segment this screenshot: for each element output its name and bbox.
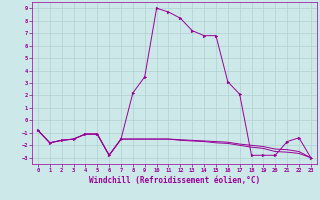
X-axis label: Windchill (Refroidissement éolien,°C): Windchill (Refroidissement éolien,°C) — [89, 176, 260, 185]
